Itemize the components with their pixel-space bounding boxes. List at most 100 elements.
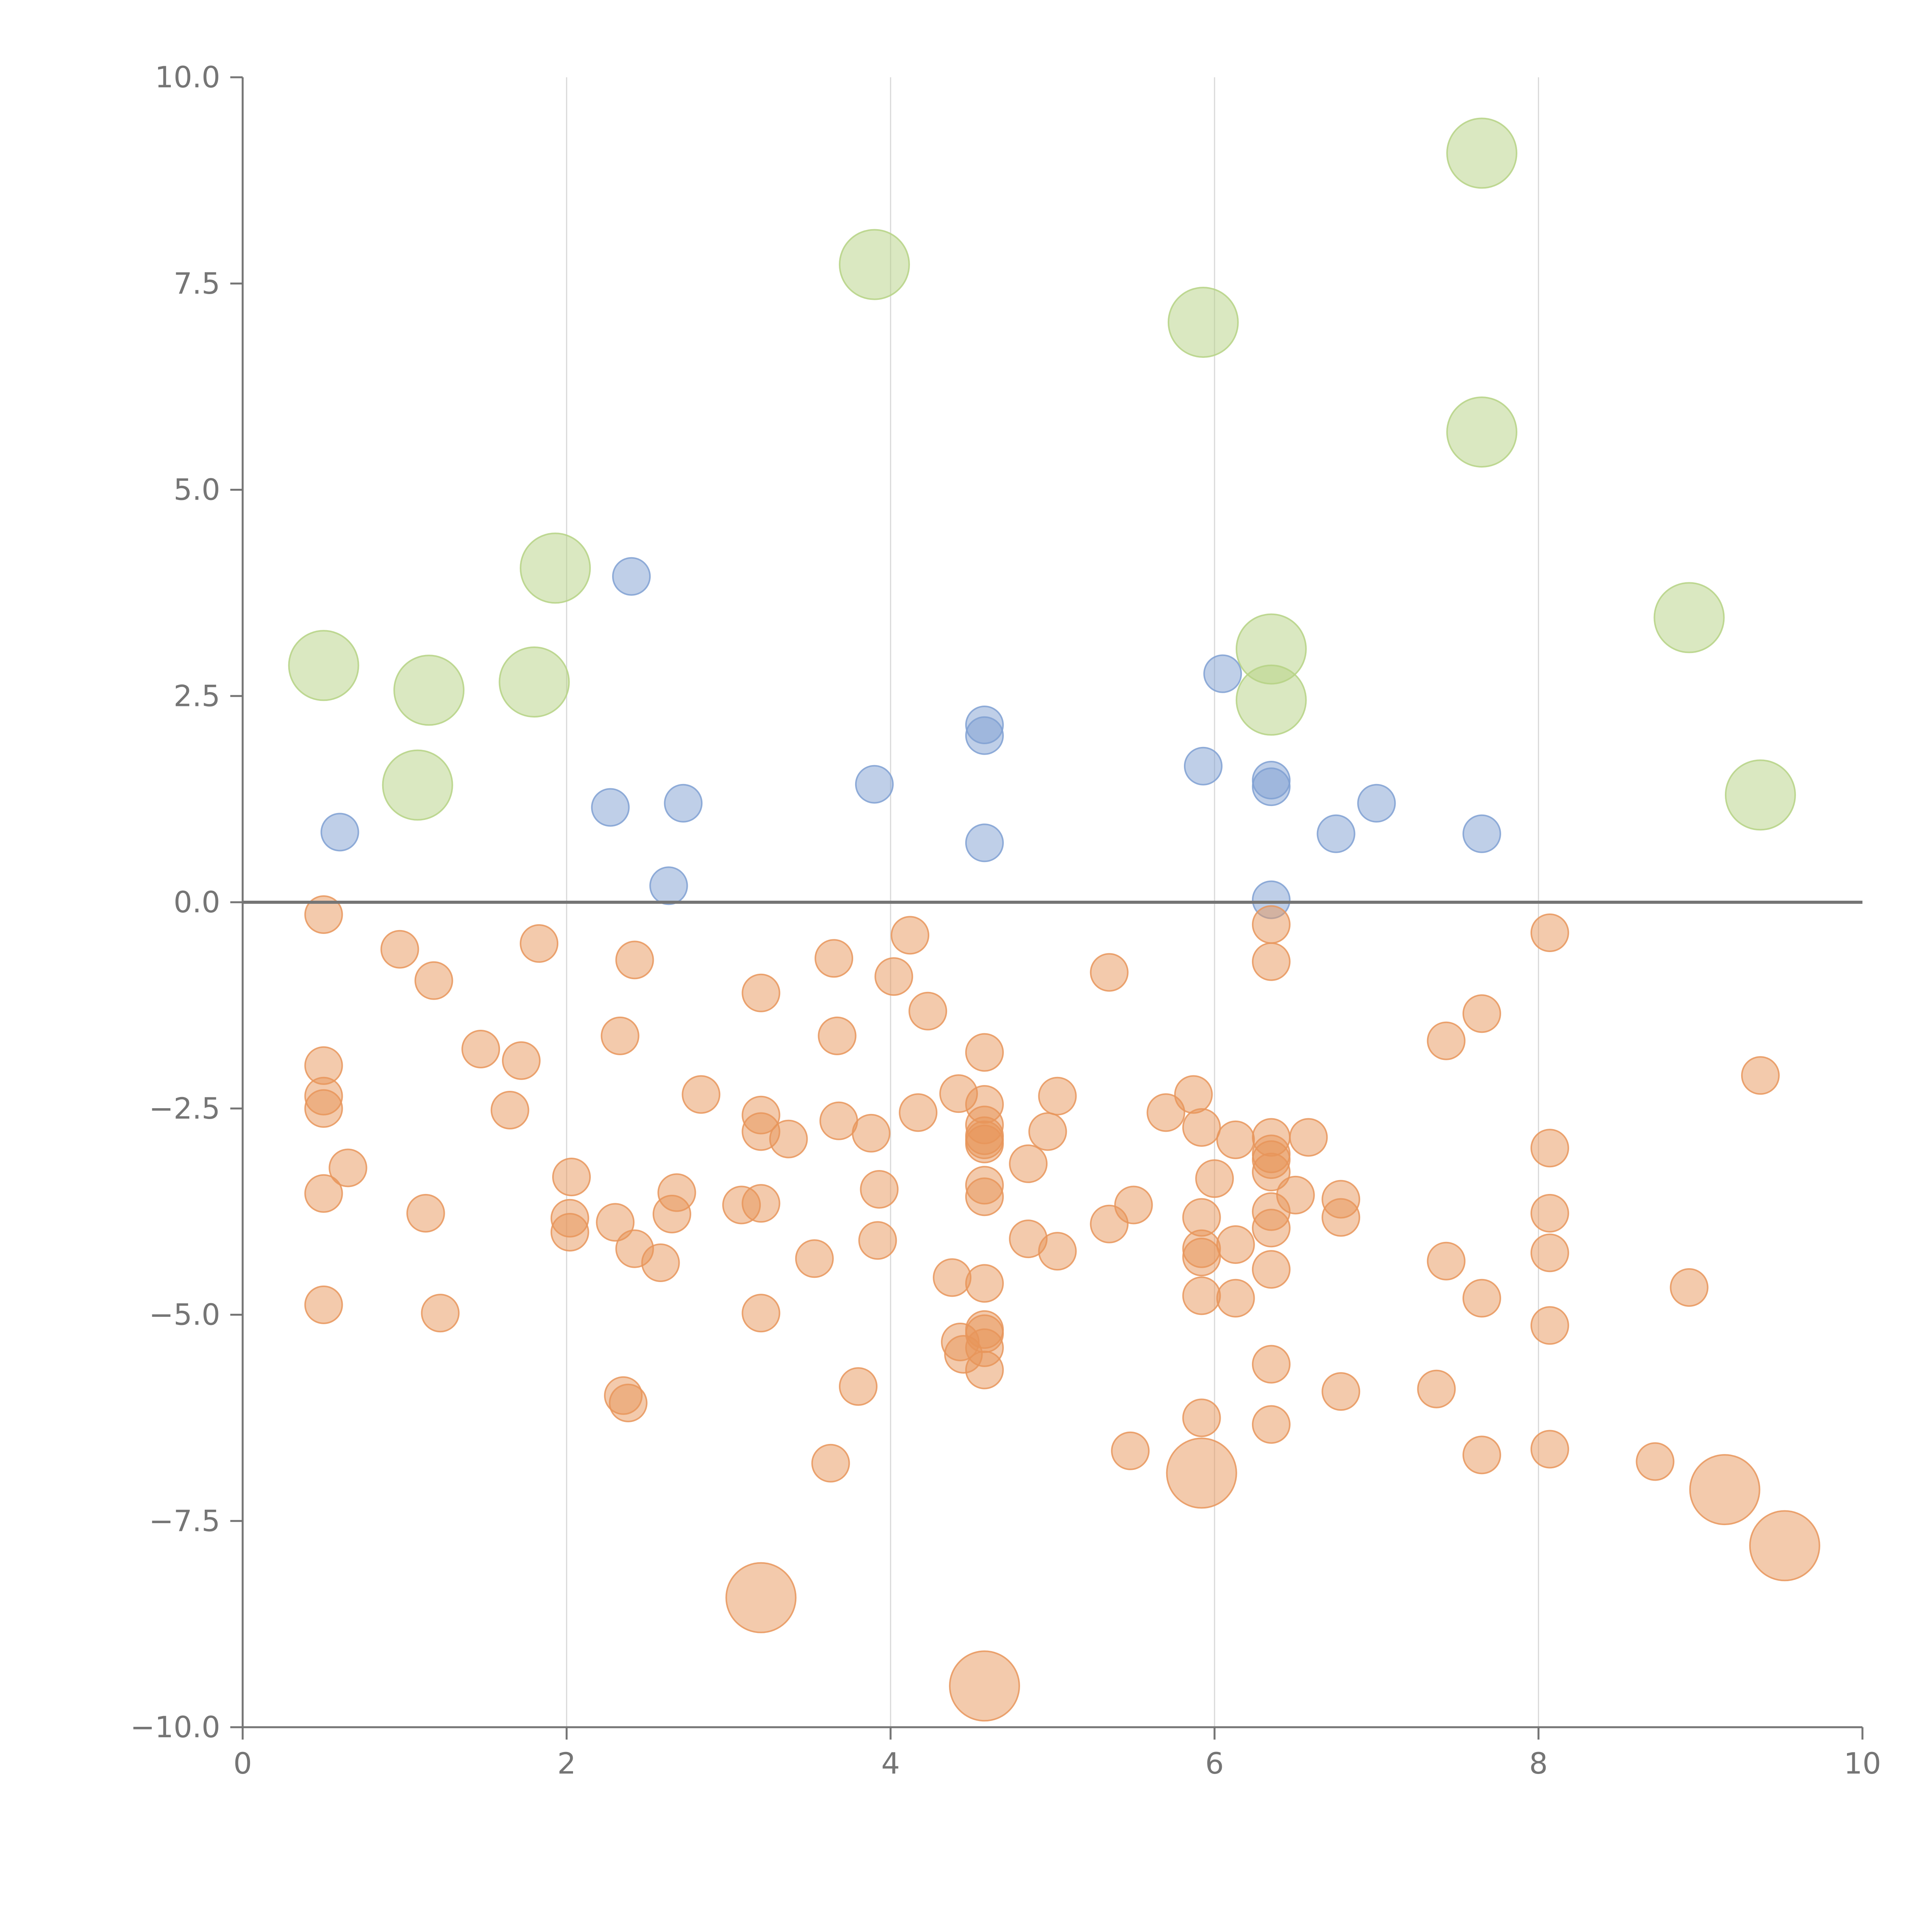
point-positive-small-12 [1252,767,1291,806]
point-positive-small-5 [855,765,894,804]
point-negative-small-70 [1090,953,1129,992]
x-tick-label: 6 [1205,1746,1224,1781]
point-negative-large-3 [1689,1454,1760,1526]
point-negative-small-75 [1174,1075,1213,1114]
point-negative-small-36 [811,1444,850,1483]
point-positive-small-9 [1184,747,1223,786]
point-negative-small-116 [1741,1056,1780,1095]
point-negative-small-108 [1530,913,1569,952]
point-negative-small-69 [1038,1232,1077,1271]
point-negative-small-43 [860,1170,899,1209]
point-negative-small-40 [839,1367,878,1406]
point-negative-small-86 [1252,905,1291,944]
x-tick-label: 4 [881,1746,900,1781]
point-negative-small-41 [852,1114,891,1153]
point-negative-small-114 [1636,1442,1675,1481]
point-positive-large-8 [1446,396,1517,468]
point-negative-small-52 [965,1033,1004,1072]
point-negative-small-7 [380,930,419,969]
point-positive-small-14 [1316,814,1355,853]
point-positive-large-0 [288,630,359,701]
point-negative-small-110 [1530,1194,1569,1233]
point-negative-large-4 [1749,1510,1820,1582]
point-negative-small-32 [742,1184,781,1223]
point-negative-small-24 [641,1243,680,1282]
y-tick-label: −2.5 [149,1091,220,1126]
point-negative-small-79 [1182,1238,1221,1277]
point-positive-small-1 [591,788,630,827]
point-negative-small-37 [815,939,854,978]
point-negative-small-67 [1028,1112,1067,1151]
y-tick-label: 7.5 [173,266,220,301]
point-negative-small-105 [1462,994,1501,1033]
point-negative-small-9 [414,961,453,1000]
point-negative-small-80 [1182,1276,1221,1315]
points-layer [288,117,1820,1722]
point-negative-small-18 [596,1203,635,1242]
point-negative-small-115 [1670,1268,1709,1307]
point-negative-small-60 [965,1264,1004,1303]
point-positive-small-0 [320,813,359,852]
y-tick-label: 2.5 [173,679,220,713]
point-positive-large-6 [1167,287,1239,358]
point-positive-small-7 [965,716,1004,755]
point-negative-small-111 [1530,1233,1569,1272]
point-negative-small-101 [1321,1372,1361,1411]
point-negative-large-0 [725,1562,797,1633]
point-negative-small-65 [1009,1144,1048,1183]
point-negative-small-12 [490,1091,529,1129]
point-negative-small-97 [1276,1175,1315,1214]
point-negative-small-6 [328,1148,367,1187]
point-negative-small-76 [1182,1108,1221,1147]
point-negative-small-11 [461,1030,500,1068]
point-negative-small-34 [769,1119,808,1158]
y-tick-label: −10.0 [130,1710,220,1744]
point-negative-small-112 [1530,1306,1569,1345]
point-negative-small-13 [502,1041,541,1080]
point-positive-large-12 [1725,759,1796,831]
y-tick-label: 10.0 [155,60,220,94]
point-negative-small-0 [304,895,343,934]
point-negative-small-26 [657,1173,696,1212]
point-positive-large-7 [1446,117,1517,189]
point-negative-small-42 [858,1221,897,1260]
point-negative-small-81 [1182,1398,1221,1437]
point-negative-small-27 [682,1075,721,1114]
y-tick-label: 5.0 [173,473,220,507]
x-tick-label: 0 [233,1746,252,1781]
point-positive-large-10 [1235,664,1307,736]
point-negative-small-85 [1216,1279,1255,1318]
point-negative-small-5 [304,1285,343,1324]
point-negative-small-19 [600,1016,639,1055]
point-negative-small-73 [1114,1185,1153,1225]
point-negative-small-64 [965,1350,1004,1389]
y-tick-label: −5.0 [149,1298,220,1332]
point-negative-small-68 [1038,1077,1077,1116]
point-negative-small-94 [1252,1250,1291,1289]
y-tick-label: 0.0 [173,885,220,919]
point-positive-small-8 [965,823,1004,862]
point-negative-small-21 [609,1383,648,1422]
point-positive-small-4 [664,784,703,823]
point-negative-small-14 [520,924,559,963]
point-negative-small-102 [1417,1369,1456,1408]
point-negative-small-82 [1195,1159,1234,1198]
point-negative-small-10 [421,1294,460,1333]
point-negative-small-4 [304,1174,343,1213]
point-positive-large-11 [1653,582,1725,653]
point-negative-small-57 [965,1124,1004,1163]
point-negative-small-106 [1462,1279,1501,1318]
point-negative-small-87 [1252,942,1291,981]
x-tick-label: 10 [1844,1746,1881,1781]
point-positive-large-3 [498,646,570,718]
point-negative-small-96 [1252,1405,1291,1444]
point-negative-small-38 [818,1016,857,1055]
point-negative-small-3 [304,1089,343,1128]
point-positive-small-3 [649,866,688,905]
point-negative-small-48 [933,1258,972,1297]
point-negative-small-93 [1252,1209,1291,1248]
x-tick-label: 8 [1529,1746,1548,1781]
point-negative-small-74 [1146,1093,1185,1132]
point-positive-small-15 [1357,784,1396,823]
point-negative-small-35 [795,1239,834,1278]
